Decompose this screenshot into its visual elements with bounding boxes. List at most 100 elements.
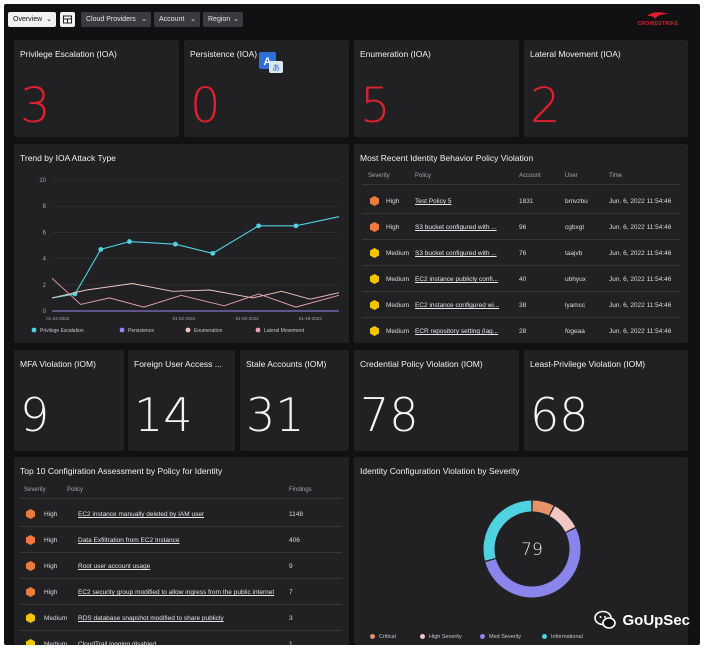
y-tick-label: 6 bbox=[43, 230, 47, 236]
table-row[interactable]: High EC2 instance manually deleted by IAM… bbox=[14, 501, 349, 527]
violation-table: Severity Policy Account User Time High Te… bbox=[354, 144, 688, 343]
series-line-0[interactable] bbox=[51, 216, 340, 299]
table-row[interactable]: High EC2 security group modified to allow… bbox=[14, 579, 349, 605]
card-title: Credential Policy Violation (IOM) bbox=[360, 359, 483, 369]
cloud-providers-filter[interactable]: Cloud Providers ⌄ bbox=[81, 12, 151, 27]
watermark-text: GoUpSec bbox=[622, 612, 690, 629]
time-cell: Jun. 6, 2022 11:54:46 bbox=[609, 276, 672, 283]
account-filter[interactable]: Account ⌄ bbox=[154, 12, 200, 27]
legend-label: Persistence bbox=[128, 328, 154, 334]
policy-link[interactable]: EC2 instance configured wi... bbox=[415, 302, 500, 309]
severity-icon bbox=[26, 509, 35, 519]
iom-card-credential-policy[interactable]: Credential Policy Violation (IOM) 78 bbox=[354, 350, 519, 451]
user-cell: bmvzbu bbox=[565, 198, 588, 205]
findings-cell: 3 bbox=[289, 615, 293, 622]
row-divider bbox=[20, 552, 342, 553]
data-point[interactable] bbox=[293, 223, 299, 229]
table-row[interactable]: High Data Exfiltration from EC2 Instance 4… bbox=[14, 527, 349, 553]
legend-item: Med Severity bbox=[480, 634, 521, 640]
table-row[interactable]: Medium RDS database snapshot modified to … bbox=[14, 605, 349, 631]
time-cell: Jun. 6, 2022 11:54:46 bbox=[609, 302, 672, 309]
x-tick-label: 01-18-2022 bbox=[299, 316, 323, 321]
severity-donut-panel: Identity Configuration Violation by Seve… bbox=[354, 457, 688, 645]
layout-button[interactable] bbox=[60, 12, 75, 27]
policy-link[interactable]: S3 bucket configured with ... bbox=[415, 224, 497, 231]
series-line-3[interactable] bbox=[51, 277, 340, 308]
policy-link[interactable]: EC2 security group modified to allow ing… bbox=[78, 589, 275, 596]
translate-icon[interactable]: A あ bbox=[259, 52, 284, 74]
data-point[interactable] bbox=[210, 250, 216, 256]
severity-icon bbox=[26, 639, 35, 645]
panel-title: Most Recent Identity Behavior Policy Vio… bbox=[360, 153, 534, 163]
iom-card-stale-accounts[interactable]: Stale Accounts (IOM) 31 bbox=[240, 350, 349, 451]
data-point[interactable] bbox=[256, 223, 262, 229]
card-title: Privilege Escalation (IOA) bbox=[20, 49, 117, 59]
card-title: Enumeration (IOA) bbox=[360, 49, 431, 59]
row-divider bbox=[20, 604, 342, 605]
region-filter[interactable]: Region ⌄ bbox=[203, 12, 243, 27]
iom-card-mfa-violation[interactable]: MFA Violation (IOM) 9 bbox=[14, 350, 124, 451]
y-tick-label: 8 bbox=[43, 204, 47, 210]
table-row[interactable]: High Test Policy 5 1831 bmvzbu Jun. 6, 2022 … bbox=[354, 188, 688, 214]
policy-link[interactable]: S3 bucket configured with ... bbox=[415, 250, 497, 257]
card-value: 31 bbox=[246, 388, 305, 442]
legend-label: Critical bbox=[379, 634, 396, 640]
donut-segment-0[interactable] bbox=[532, 500, 554, 516]
iom-card-least-privilege[interactable]: Least-Privilege Violation (IOM) 68 bbox=[524, 350, 688, 451]
donut-segment-1[interactable] bbox=[549, 506, 576, 533]
data-point[interactable] bbox=[98, 247, 104, 252]
row-divider bbox=[20, 578, 342, 579]
region-label: Region bbox=[208, 16, 231, 23]
severity-text: High bbox=[44, 537, 58, 544]
legend-swatch bbox=[185, 327, 191, 333]
user-cell: fogeaa bbox=[565, 328, 585, 335]
ioa-card-lateral-movement[interactable]: Lateral Movement (IOA) 2 bbox=[524, 40, 688, 137]
card-title: Persistence (IOA) bbox=[190, 49, 258, 59]
account-cell: 28 bbox=[519, 328, 527, 335]
table-row[interactable]: Medium EC2 instance publicly confi... 40 ub… bbox=[354, 266, 688, 292]
chevron-down-icon: ⌄ bbox=[233, 16, 239, 23]
dashboard-frame: Overview ⌄ Cloud Providers ⌄ Account ⌄ R… bbox=[4, 4, 700, 645]
policy-link[interactable]: Test Policy 5 bbox=[415, 198, 452, 205]
policy-link[interactable]: Root user account usage bbox=[78, 563, 151, 570]
table-row[interactable]: High S3 bucket configured with ... 96 cgbxg… bbox=[354, 214, 688, 240]
table-row[interactable]: High Root user account usage 9 bbox=[14, 553, 349, 579]
ioa-card-privilege-escalation[interactable]: Privilege Escalation (IOA) 3 bbox=[14, 40, 179, 137]
severity-icon bbox=[370, 196, 379, 206]
table-row[interactable]: Medium EC2 instance configured wi... 38 lya… bbox=[354, 292, 688, 318]
table-row[interactable]: Medium ECR repository setting (lag... 28 fo… bbox=[354, 318, 688, 343]
table-row[interactable]: Medium CloudTrail logging disabled 1 bbox=[14, 631, 349, 645]
ioa-card-persistence[interactable]: Persistence (IOA) A あ 0 bbox=[184, 40, 349, 137]
table-row[interactable]: Medium S3 bucket configured with ... 76 taa… bbox=[354, 240, 688, 266]
card-value: 3 bbox=[20, 78, 51, 134]
severity-text: High bbox=[386, 224, 400, 231]
chevron-down-icon: ⌄ bbox=[141, 16, 147, 23]
ioa-card-enumeration[interactable]: Enumeration (IOA) 5 bbox=[354, 40, 519, 137]
donut-segment-2[interactable] bbox=[485, 528, 581, 598]
policy-link[interactable]: RDS database snapshot modified to share … bbox=[78, 615, 224, 622]
donut-segment-3[interactable] bbox=[483, 500, 532, 561]
col-header-user: User bbox=[565, 173, 578, 179]
col-header-time: Time bbox=[609, 173, 623, 179]
account-cell: 1831 bbox=[519, 198, 534, 205]
data-point[interactable] bbox=[173, 241, 178, 247]
card-title: Stale Accounts (IOM) bbox=[246, 359, 327, 369]
policy-link[interactable]: ECR repository setting (lag... bbox=[415, 328, 499, 335]
iom-card-foreign-user-access[interactable]: Foreign User Access ... 14 bbox=[128, 350, 235, 451]
panel-title: Identity Configuration Violation by Seve… bbox=[360, 466, 520, 476]
card-value: 78 bbox=[360, 388, 419, 442]
card-value: 5 bbox=[360, 78, 391, 134]
severity-text: High bbox=[44, 589, 58, 596]
findings-cell: 9 bbox=[289, 563, 293, 570]
toolbar: Overview ⌄ Cloud Providers ⌄ Account ⌄ R… bbox=[4, 4, 700, 34]
overview-dropdown[interactable]: Overview ⌄ bbox=[8, 12, 56, 27]
severity-donut-chart: 79 bbox=[483, 500, 581, 598]
policy-link[interactable]: EC2 instance manually deleted by IAM use… bbox=[78, 511, 205, 518]
series-line-2[interactable] bbox=[51, 283, 340, 300]
data-point[interactable] bbox=[127, 239, 132, 244]
time-cell: Jun. 6, 2022 11:54:46 bbox=[609, 198, 672, 205]
policy-link[interactable]: EC2 instance publicly confi... bbox=[415, 276, 499, 283]
policy-link[interactable]: Data Exfiltration from EC2 Instance bbox=[78, 537, 180, 544]
policy-link[interactable]: CloudTrail logging disabled bbox=[78, 641, 157, 645]
col-header-severity: Severity bbox=[368, 173, 390, 179]
